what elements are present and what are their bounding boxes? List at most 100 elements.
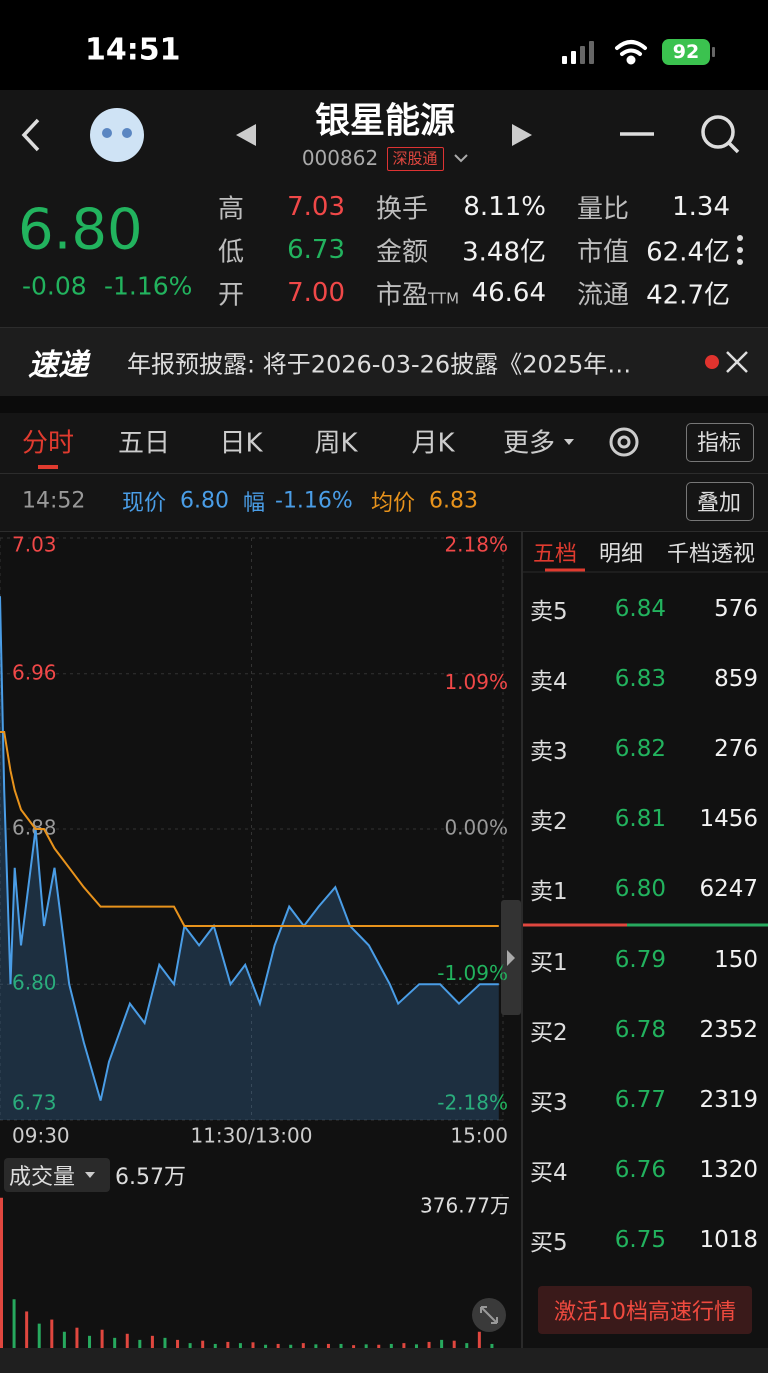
news-text[interactable]: 年报预披露: 将于2026-03-26披露《2025年… <box>127 350 632 379</box>
book-price: 6.79 <box>614 947 666 973</box>
book-level: 卖4 <box>530 669 568 695</box>
book-volume: 1018 <box>699 1227 758 1253</box>
handle-arrow <box>507 950 515 966</box>
indicator-button[interactable] <box>686 423 754 462</box>
series-line <box>0 596 499 1101</box>
volume-bar <box>188 1343 192 1348</box>
stat-label: 换手 <box>376 194 429 225</box>
volume-bar <box>301 1343 305 1348</box>
activate-button[interactable] <box>538 1286 752 1334</box>
volume-bar <box>339 1343 343 1348</box>
volume-bar <box>377 1344 381 1348</box>
book-volume: 2352 <box>699 1017 758 1043</box>
y2-tick-label: -1.09% <box>437 961 508 985</box>
news-bar[interactable] <box>0 328 768 396</box>
book-level: 买5 <box>530 1230 568 1256</box>
overlay-button[interactable] <box>686 482 754 521</box>
book-volume: 859 <box>714 666 758 692</box>
activate-button-label[interactable]: 激活10档高速行情 <box>554 1300 736 1325</box>
avatar[interactable] <box>90 108 144 162</box>
volume-label[interactable]: 成交量 <box>9 1165 76 1190</box>
stat-value: 1.34 <box>672 192 730 222</box>
stat-value: 46.64 <box>471 278 546 308</box>
battery-level: 92 <box>672 41 700 63</box>
period-tab[interactable]: 日K <box>219 428 263 459</box>
x-tick-label: 11:30/13:00 <box>190 1124 312 1148</box>
volume-bar <box>88 1335 92 1348</box>
volume-bar <box>389 1343 393 1348</box>
book-tab[interactable]: 五档 <box>532 542 578 567</box>
book-level: 卖2 <box>530 809 568 835</box>
period-tab[interactable]: 月K <box>411 428 455 459</box>
search-button[interactable] <box>701 115 740 154</box>
divider <box>521 532 523 1348</box>
stat-label: 市盈TTM <box>376 280 460 311</box>
book-volume: 150 <box>714 947 758 973</box>
book-volume: 576 <box>714 596 758 622</box>
period-tab[interactable]: 周K <box>314 428 358 459</box>
info-avg-label: 均价 <box>371 491 416 516</box>
period-tab[interactable]: 五日 <box>117 428 171 459</box>
avatar-eye <box>122 128 132 138</box>
stat-value: 7.03 <box>287 192 345 222</box>
book-level: 卖1 <box>530 879 568 905</box>
stat-label-suffix: TTM <box>428 289 460 308</box>
stat-value: 62.4亿 <box>646 237 730 268</box>
book-price: 6.84 <box>614 596 666 622</box>
book-level: 卖3 <box>530 739 568 765</box>
close-button[interactable] <box>726 351 748 373</box>
volume-bar <box>314 1344 318 1348</box>
prev-button[interactable] <box>236 124 256 146</box>
avatar-eye <box>102 128 112 138</box>
more-icon[interactable] <box>737 235 743 265</box>
volume-caret <box>85 1172 95 1178</box>
volume-bar <box>238 1343 242 1348</box>
battery-tip <box>712 47 715 57</box>
volume-bar <box>477 1331 481 1348</box>
volume-bar <box>125 1333 129 1348</box>
volume-bar <box>452 1340 456 1348</box>
volume-bar <box>75 1327 79 1348</box>
price-area <box>0 596 499 1120</box>
book-tab[interactable]: 明细 <box>598 542 644 567</box>
volume-bar <box>289 1344 293 1348</box>
y-tick-label: 6.73 <box>12 1091 57 1115</box>
book-price: 6.75 <box>614 1227 666 1253</box>
book-volume: 276 <box>714 736 758 762</box>
stock-code: 000862 <box>301 146 379 170</box>
volume-bar <box>427 1341 431 1348</box>
stat-value: 7.00 <box>287 278 345 308</box>
settings-icon[interactable] <box>609 427 639 457</box>
stat-value: 6.73 <box>287 235 345 265</box>
y2-tick-label: 2.18% <box>444 533 508 557</box>
x-tick-label: 15:00 <box>450 1124 508 1148</box>
book-tab[interactable]: 千档透视 <box>666 542 756 567</box>
signal-icon <box>562 41 594 64</box>
book-level: 买1 <box>530 950 568 976</box>
book-price: 6.82 <box>614 736 666 762</box>
info-price: 6.80 <box>180 488 229 514</box>
expand-icon <box>480 1306 498 1324</box>
info-pct-label: 幅 <box>243 491 266 516</box>
indicator-button-label[interactable]: 指标 <box>696 431 742 456</box>
stat-label: 高 <box>218 194 245 225</box>
volume-bar <box>352 1345 356 1348</box>
x-tick-label: 09:30 <box>12 1124 70 1148</box>
period-tab[interactable]: 更多 <box>502 428 556 459</box>
book-volume: 1320 <box>699 1157 758 1183</box>
back-button[interactable] <box>21 118 40 152</box>
volume-bar <box>176 1339 180 1348</box>
volume-bar <box>62 1331 66 1348</box>
overlay-button-label[interactable]: 叠加 <box>696 491 742 516</box>
info-avg: 6.83 <box>429 488 478 514</box>
volume-bar <box>264 1344 268 1348</box>
code-chevron[interactable] <box>454 154 468 163</box>
info-time: 14:52 <box>22 488 86 514</box>
book-price: 6.78 <box>614 1017 666 1043</box>
divider <box>0 473 768 474</box>
stat-value: 42.7亿 <box>646 280 730 311</box>
period-tab[interactable]: 分时 <box>21 428 75 459</box>
next-button[interactable] <box>512 124 532 146</box>
volume-bar <box>226 1341 230 1348</box>
